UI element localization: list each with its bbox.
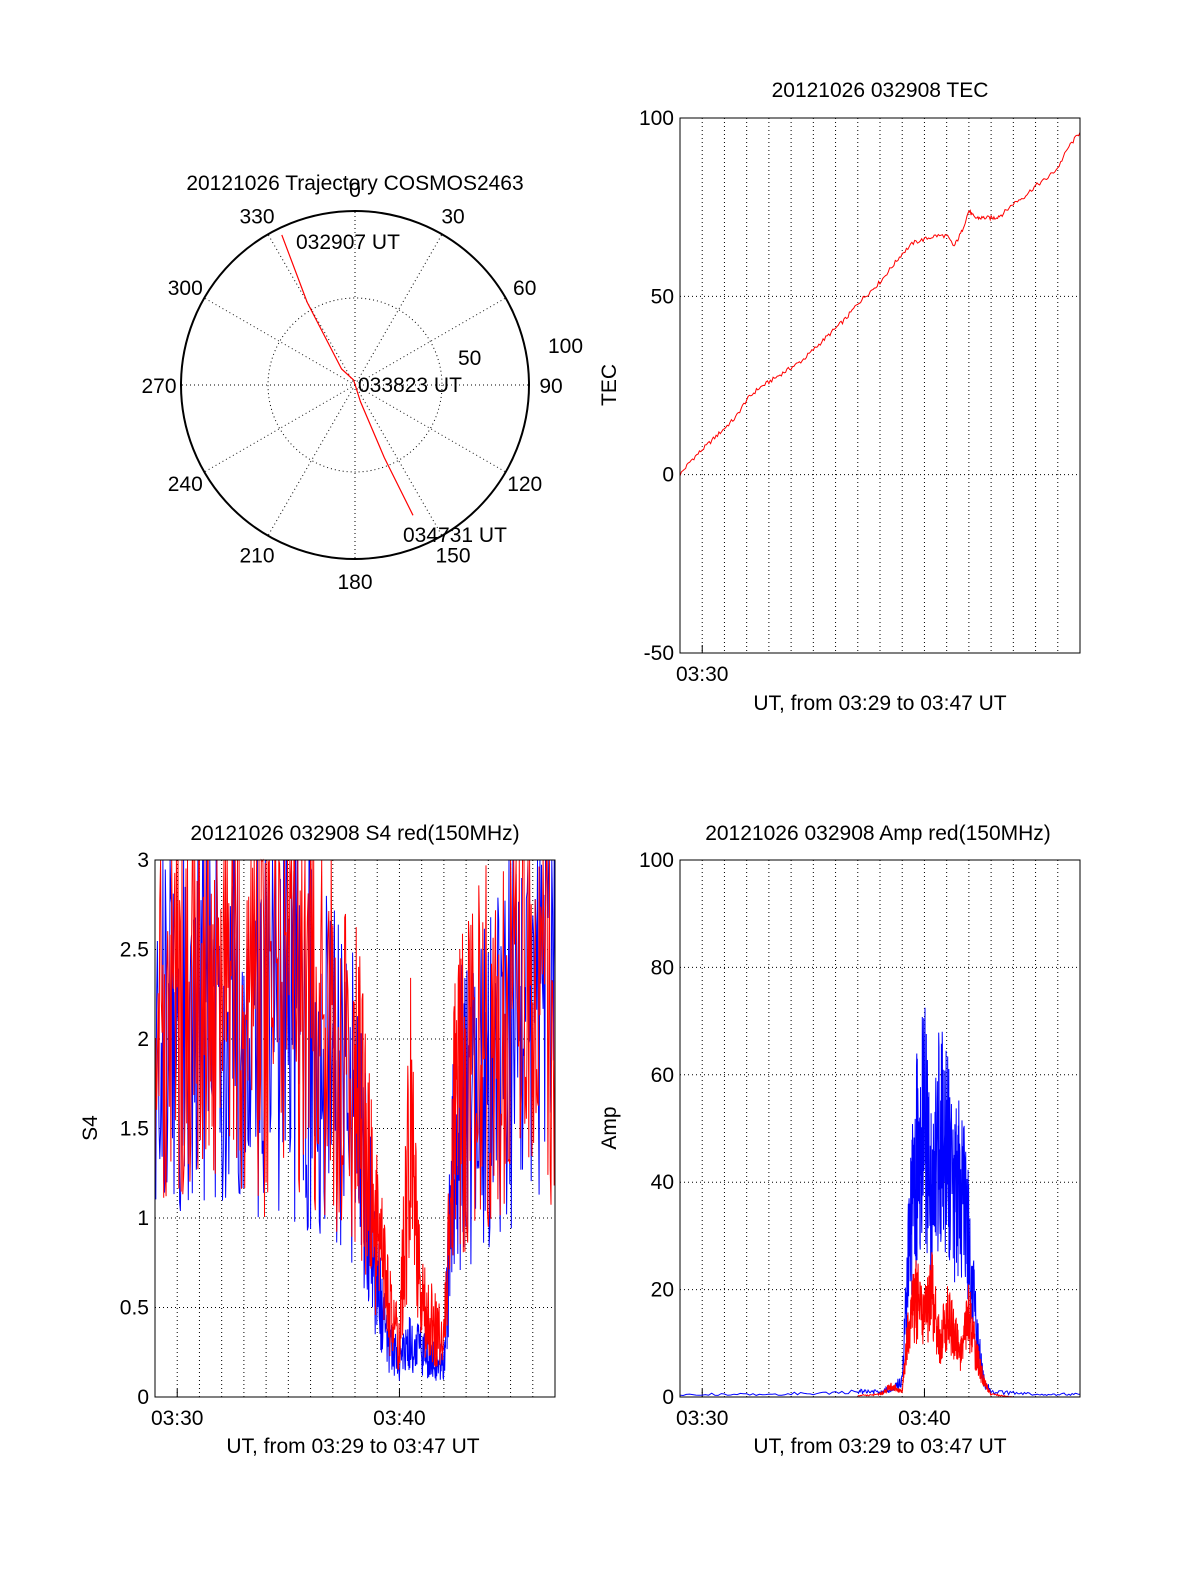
tec-series bbox=[679, 132, 1081, 477]
tec-series-line-0 bbox=[679, 132, 1081, 477]
amp-y-axis-label: Amp bbox=[598, 1106, 621, 1149]
tec-grid bbox=[680, 118, 1080, 653]
amp-x-axis-label: UT, from 03:29 to 03:47 UT bbox=[753, 1435, 1006, 1458]
polar-spoke-330 bbox=[267, 234, 356, 386]
amp-series-line-1 bbox=[857, 1252, 1014, 1398]
s4-axes-frame bbox=[154, 859, 556, 1398]
tec-panel: 20121026 032908 TEC -50 0 50 100 03:30 TEC U… bbox=[598, 79, 1081, 715]
trajectory-start-label: 032907 UT bbox=[296, 231, 400, 254]
polar-angle-label-330: 330 bbox=[239, 205, 274, 228]
polar-grid bbox=[180, 210, 530, 560]
polar-angle-label-270: 270 bbox=[141, 375, 176, 398]
s4-ytick-label: 1 bbox=[137, 1207, 149, 1230]
polar-title: 20121026 Trajectory COSMOS2463 bbox=[186, 172, 523, 195]
amp-panel: 20121026 032908 Amp red(150MHz) 0 20 40 60 8… bbox=[598, 822, 1081, 1458]
polar-angle-label-30: 30 bbox=[441, 205, 464, 228]
tec-ytick-label: -50 bbox=[644, 642, 674, 665]
s4-xtick-label: 03:30 bbox=[151, 1407, 204, 1430]
polar-spoke-240 bbox=[204, 384, 356, 473]
s4-title: 20121026 032908 S4 red(150MHz) bbox=[190, 822, 519, 845]
amp-ytick-label: 40 bbox=[651, 1171, 674, 1194]
polar-angle-label-120: 120 bbox=[507, 473, 542, 496]
polar-grid-circle bbox=[267, 297, 443, 473]
amp-grid bbox=[680, 860, 1080, 1397]
s4-ytick-label: 2 bbox=[137, 1028, 149, 1051]
polar-trajectory-panel: 20121026 Trajectory COSMOS2463 0 30 60 90 12… bbox=[141, 172, 583, 594]
s4-ytick-label: 0 bbox=[137, 1386, 149, 1409]
amp-xtick-label: 03:40 bbox=[898, 1407, 951, 1430]
amp-series bbox=[679, 1007, 1080, 1398]
polar-radial-label-100: 100 bbox=[548, 335, 583, 358]
trajectory-mid-label: 033823 UT bbox=[358, 374, 462, 397]
polar-spoke-150 bbox=[354, 384, 443, 536]
s4-ytick-label: 1.5 bbox=[120, 1118, 149, 1141]
polar-angle-label-60: 60 bbox=[513, 277, 536, 300]
amp-title: 20121026 032908 Amp red(150MHz) bbox=[705, 822, 1051, 845]
trajectory-line bbox=[281, 234, 414, 516]
trajectory-end-label: 034731 UT bbox=[403, 524, 507, 547]
amp-xtick-label: 03:30 bbox=[676, 1407, 729, 1430]
amp-ytick-label: 80 bbox=[651, 956, 674, 979]
amp-ytick-label: 100 bbox=[639, 849, 674, 872]
s4-tick-labels: 0 0.5 1 1.5 2 2.5 3 03:30 03:40 bbox=[120, 849, 426, 1430]
tec-x-axis-label: UT, from 03:29 to 03:47 UT bbox=[753, 692, 1006, 715]
s4-series-line-1 bbox=[154, 858, 556, 1370]
polar-angle-label-0: 0 bbox=[349, 179, 361, 202]
polar-angle-labels: 0 30 60 90 120 150 180 210 240 270 300 330 bbox=[141, 179, 562, 594]
polar-angle-label-90: 90 bbox=[539, 375, 562, 398]
tec-xtick-label: 03:30 bbox=[676, 663, 729, 686]
s4-ytick-label: 0.5 bbox=[120, 1297, 149, 1320]
s4-x-axis-label: UT, from 03:29 to 03:47 UT bbox=[226, 1435, 479, 1458]
tec-y-axis-label: TEC bbox=[598, 364, 621, 406]
amp-ytick-label: 20 bbox=[651, 1279, 674, 1302]
polar-angle-label-210: 210 bbox=[239, 545, 274, 568]
polar-spoke-300 bbox=[204, 297, 356, 386]
tec-ytick-label: 50 bbox=[651, 285, 674, 308]
s4-series bbox=[154, 858, 556, 1381]
amp-tick-labels: 0 20 40 60 80 100 03:30 03:40 bbox=[639, 849, 951, 1430]
polar-radial-label-50: 50 bbox=[458, 347, 481, 370]
polar-angle-label-150: 150 bbox=[435, 545, 470, 568]
polar-angle-label-240: 240 bbox=[168, 473, 203, 496]
polar-spoke-120 bbox=[354, 384, 506, 473]
polar-angle-label-300: 300 bbox=[168, 277, 203, 300]
polar-outer-circle bbox=[180, 210, 530, 560]
s4-ytick-label: 2.5 bbox=[120, 939, 149, 962]
amp-axes-frame bbox=[679, 859, 1081, 1398]
polar-angle-label-180: 180 bbox=[337, 571, 372, 594]
s4-panel: 20121026 032908 S4 red(150MHz) 0 0.5 1 1.5 2… bbox=[79, 822, 556, 1458]
tec-tick-labels: -50 0 50 100 03:30 bbox=[639, 107, 729, 686]
tec-ytick-label: 0 bbox=[662, 464, 674, 487]
amp-ytick-label: 0 bbox=[662, 1386, 674, 1409]
amp-ytick-label: 60 bbox=[651, 1064, 674, 1087]
tec-ytick-label: 100 bbox=[639, 107, 674, 130]
s4-y-axis-label: S4 bbox=[79, 1115, 102, 1141]
s4-ytick-label: 3 bbox=[137, 849, 149, 872]
s4-xtick-label: 03:40 bbox=[373, 1407, 426, 1430]
tec-axes-frame bbox=[679, 117, 1081, 654]
tec-title: 20121026 032908 TEC bbox=[772, 79, 989, 102]
amp-series-line-0 bbox=[679, 1007, 1080, 1397]
polar-spoke-210 bbox=[267, 384, 356, 536]
polar-spoke-30 bbox=[354, 234, 443, 386]
polar-spoke-60 bbox=[354, 297, 506, 386]
